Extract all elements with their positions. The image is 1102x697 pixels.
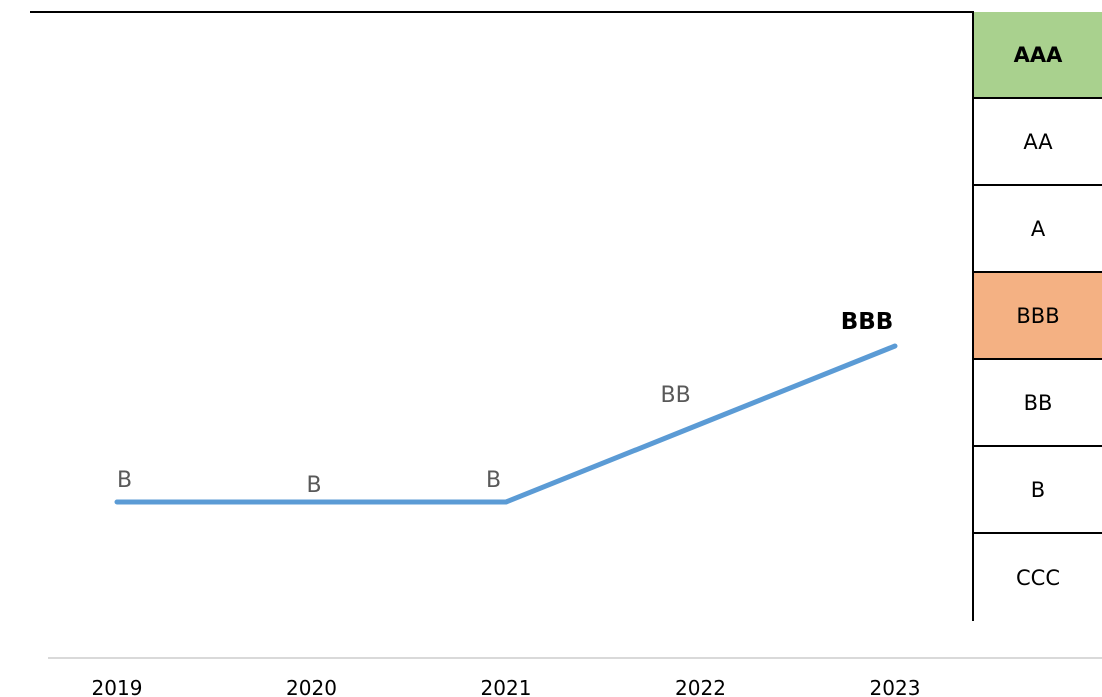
top-divider xyxy=(30,11,974,13)
x-tick-label: 2022 xyxy=(675,676,726,697)
x-tick-label: 2019 xyxy=(92,676,143,697)
series-line xyxy=(114,343,898,505)
rating-scale-row-bbb: BBB xyxy=(974,273,1102,360)
rating-scale: AAA AA A BBB BB B CCC xyxy=(972,12,1102,621)
rating-scale-row-ccc: CCC xyxy=(974,534,1102,621)
x-tick-label: 2021 xyxy=(481,676,532,697)
rating-scale-row-a: A xyxy=(974,186,1102,273)
rating-scale-row-bb: BB xyxy=(974,360,1102,447)
x-axis-line xyxy=(48,657,1102,659)
data-label-2020: B xyxy=(307,473,322,498)
data-label-2019: B xyxy=(117,468,132,493)
data-label-2021: B xyxy=(486,468,501,493)
rating-scale-row-b: B xyxy=(974,447,1102,534)
rating-scale-row-aaa: AAA xyxy=(974,12,1102,99)
data-label-2022: BB xyxy=(661,383,691,408)
data-label-2023: BBB xyxy=(841,309,894,335)
x-tick-label: 2020 xyxy=(286,676,337,697)
x-tick-label: 2023 xyxy=(870,676,921,697)
rating-scale-row-aa: AA xyxy=(974,99,1102,186)
